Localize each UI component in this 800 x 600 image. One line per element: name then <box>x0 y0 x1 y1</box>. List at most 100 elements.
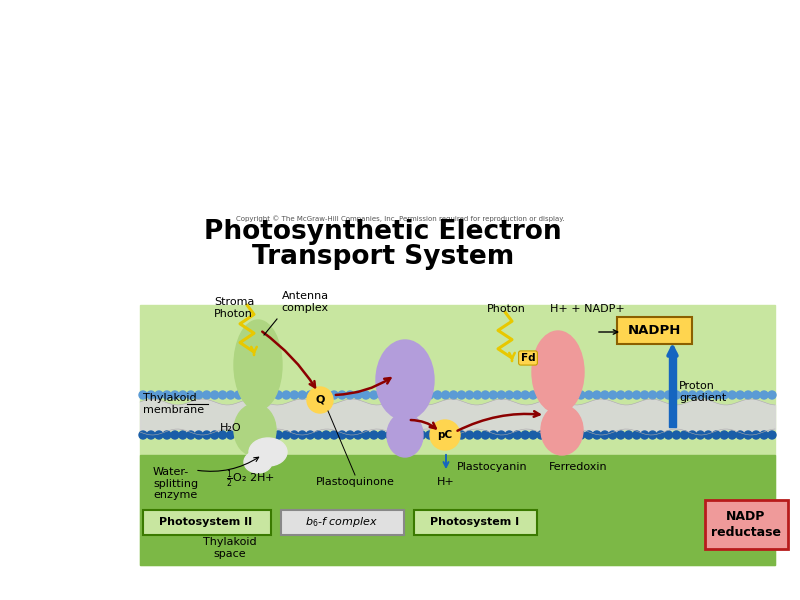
Circle shape <box>657 391 665 399</box>
Text: Thylakoid
space: Thylakoid space <box>203 537 257 559</box>
Circle shape <box>768 391 776 399</box>
Bar <box>140 305 775 565</box>
Circle shape <box>450 431 458 439</box>
Circle shape <box>482 391 490 399</box>
Circle shape <box>402 391 410 399</box>
Circle shape <box>250 431 258 439</box>
Circle shape <box>346 391 354 399</box>
Circle shape <box>704 391 712 399</box>
Ellipse shape <box>376 340 434 420</box>
Circle shape <box>681 391 689 399</box>
Circle shape <box>186 431 194 439</box>
Text: Ferredoxin: Ferredoxin <box>549 462 608 472</box>
Circle shape <box>218 391 226 399</box>
Text: Photosynthetic Electron: Photosynthetic Electron <box>204 219 562 245</box>
Text: NADP
reductase: NADP reductase <box>711 509 781 539</box>
Circle shape <box>466 431 474 439</box>
Circle shape <box>179 431 187 439</box>
Circle shape <box>394 431 402 439</box>
Circle shape <box>258 391 266 399</box>
Circle shape <box>482 431 490 439</box>
Circle shape <box>712 431 720 439</box>
Text: pC: pC <box>438 430 453 440</box>
Circle shape <box>378 391 386 399</box>
Circle shape <box>625 391 633 399</box>
Circle shape <box>179 391 187 399</box>
Circle shape <box>474 431 482 439</box>
Circle shape <box>402 431 410 439</box>
Circle shape <box>688 431 696 439</box>
Circle shape <box>768 431 776 439</box>
Circle shape <box>298 391 306 399</box>
FancyBboxPatch shape <box>617 317 691 343</box>
Text: Water-
splitting
enzyme: Water- splitting enzyme <box>153 467 198 500</box>
Circle shape <box>266 391 274 399</box>
Circle shape <box>155 391 163 399</box>
Circle shape <box>418 391 426 399</box>
Circle shape <box>673 431 681 439</box>
Circle shape <box>665 431 673 439</box>
Circle shape <box>202 431 210 439</box>
Circle shape <box>752 431 760 439</box>
Circle shape <box>147 431 155 439</box>
Circle shape <box>426 431 434 439</box>
FancyBboxPatch shape <box>142 509 270 535</box>
Circle shape <box>529 391 537 399</box>
Circle shape <box>704 431 712 439</box>
Circle shape <box>307 387 333 413</box>
Circle shape <box>330 431 338 439</box>
Circle shape <box>442 431 450 439</box>
Circle shape <box>139 431 147 439</box>
Text: Antenna
complex: Antenna complex <box>282 292 329 313</box>
Bar <box>140 455 775 565</box>
Circle shape <box>553 391 561 399</box>
Circle shape <box>665 391 673 399</box>
Circle shape <box>163 391 171 399</box>
Circle shape <box>585 391 593 399</box>
Circle shape <box>696 391 704 399</box>
Circle shape <box>314 431 322 439</box>
Circle shape <box>506 391 514 399</box>
Circle shape <box>218 431 226 439</box>
Circle shape <box>609 391 617 399</box>
Circle shape <box>210 431 218 439</box>
Text: Plastocyanin: Plastocyanin <box>457 462 528 472</box>
Circle shape <box>569 391 577 399</box>
Circle shape <box>458 431 466 439</box>
Circle shape <box>274 431 282 439</box>
Circle shape <box>688 391 696 399</box>
Circle shape <box>506 431 514 439</box>
Circle shape <box>354 391 362 399</box>
Circle shape <box>434 391 442 399</box>
Circle shape <box>617 391 625 399</box>
Circle shape <box>744 391 752 399</box>
Circle shape <box>545 431 553 439</box>
Circle shape <box>386 431 394 439</box>
Circle shape <box>210 391 218 399</box>
Bar <box>669 352 676 427</box>
FancyBboxPatch shape <box>705 499 787 548</box>
Text: Q: Q <box>315 395 325 405</box>
Circle shape <box>752 391 760 399</box>
Circle shape <box>139 391 147 399</box>
Circle shape <box>370 391 378 399</box>
Ellipse shape <box>244 451 272 473</box>
Circle shape <box>657 431 665 439</box>
Circle shape <box>514 391 522 399</box>
Text: NADPH: NADPH <box>627 323 681 337</box>
Circle shape <box>274 391 282 399</box>
Circle shape <box>306 431 314 439</box>
Text: $\frac{1}{2}$O₂ 2H+: $\frac{1}{2}$O₂ 2H+ <box>226 468 274 490</box>
Ellipse shape <box>532 331 584 413</box>
Text: H+ + NADP+: H+ + NADP+ <box>550 304 625 314</box>
Text: Photosystem II: Photosystem II <box>159 517 253 527</box>
Circle shape <box>760 431 768 439</box>
Text: Photon: Photon <box>487 304 526 314</box>
Circle shape <box>521 391 529 399</box>
Text: Proton
gradient: Proton gradient <box>679 381 726 403</box>
FancyBboxPatch shape <box>414 509 537 535</box>
Circle shape <box>442 391 450 399</box>
Circle shape <box>760 391 768 399</box>
Ellipse shape <box>249 438 287 466</box>
Circle shape <box>681 431 689 439</box>
